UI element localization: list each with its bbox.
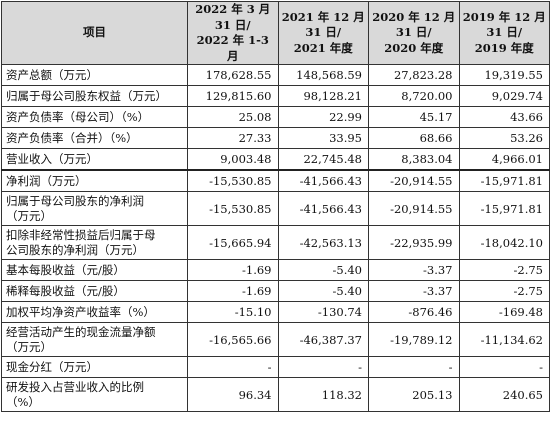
cell-value: 205.13: [368, 377, 460, 412]
cell-value: 9,003.48: [187, 148, 279, 171]
header-2021: 2021 年 12 月 31 日/ 2021 年度: [277, 1, 369, 65]
table-row: 资产总额（万元） 178,628.55 148,568.59 27,823.28…: [1, 64, 550, 86]
table-row: 资产负债率（合并）（%） 27.33 33.95 68.66 53.26: [1, 127, 550, 149]
row-label: 经营活动产生的现金流量净额 （万元）: [1, 322, 188, 357]
row-label: 基本每股收益（元/股）: [1, 259, 188, 281]
cell-value: -1.69: [187, 259, 279, 281]
cell-value: 9,029.74: [458, 85, 550, 107]
row-label: 资产总额（万元）: [1, 64, 188, 86]
row-label: 扣除非经常性损益后归属于母 公司股东的净利润（万元）: [1, 225, 188, 260]
row-label: 研发投入占营业收入的比例 （%）: [1, 377, 188, 412]
cell-value: -5.40: [277, 280, 369, 302]
header-2020: 2020 年 12 月 31 日/ 2020 年度: [368, 1, 460, 65]
cell-value: -15,971.81: [458, 191, 550, 226]
cell-value: 68.66: [368, 127, 460, 149]
row-label: 营业收入（万元）: [1, 148, 188, 171]
cell-value: 240.65: [458, 377, 550, 412]
cell-value: 148,568.59: [277, 64, 369, 86]
cell-value: -11,134.62: [458, 322, 550, 357]
cell-value: 98,128.21: [277, 85, 369, 107]
cell-value: 22.99: [277, 106, 369, 128]
cell-value: 25.08: [187, 106, 279, 128]
cell-value: -20,914.55: [368, 191, 460, 226]
cell-value: 129,815.60: [187, 85, 279, 107]
cell-value: -19,789.12: [368, 322, 460, 357]
cell-value: 53.26: [458, 127, 550, 149]
cell-value: -169.48: [458, 301, 550, 323]
cell-value: -15,665.94: [187, 225, 279, 260]
row-label: 资产负债率（母公司）（%）: [1, 106, 188, 128]
cell-value: 33.95: [277, 127, 369, 149]
row-label: 归属于母公司股东权益（万元）: [1, 85, 188, 107]
cell-value: -876.46: [368, 301, 460, 323]
cell-value: -: [277, 356, 369, 378]
cell-value: 8,383.04: [368, 148, 460, 171]
cell-value: 27,823.28: [368, 64, 460, 86]
table-row: 基本每股收益（元/股） -1.69 -5.40 -3.37 -2.75: [1, 259, 550, 281]
table-row: 净利润（万元） -15,530.85 -41,566.43 -20,914.55…: [1, 169, 550, 192]
row-label: 净利润（万元）: [1, 169, 188, 192]
table-row: 现金分红（万元） - - - -: [1, 356, 550, 378]
header-row: 项目 2022 年 3 月 31 日/ 2022 年 1-3 月 2021 年 …: [1, 1, 550, 65]
cell-value: -18,042.10: [458, 225, 550, 260]
cell-value: -3.37: [368, 280, 460, 302]
table-row: 归属于母公司股东权益（万元） 129,815.60 98,128.21 8,72…: [1, 85, 550, 107]
cell-value: -15.10: [187, 301, 279, 323]
cell-value: -41,566.43: [277, 169, 369, 192]
table-row: 经营活动产生的现金流量净额 （万元） -16,565.66 -46,387.37…: [1, 322, 550, 357]
row-label: 资产负债率（合并）（%）: [1, 127, 188, 149]
cell-value: 178,628.55: [187, 64, 279, 86]
cell-value: -16,565.66: [187, 322, 279, 357]
table-row: 归属于母公司股东的净利润 （万元） -15,530.85 -41,566.43 …: [1, 191, 550, 226]
header-2022q1: 2022 年 3 月 31 日/ 2022 年 1-3 月: [187, 1, 279, 65]
cell-value: -1.69: [187, 280, 279, 302]
financial-indicators-table: 项目 2022 年 3 月 31 日/ 2022 年 1-3 月 2021 年 …: [1, 1, 550, 412]
table-row: 扣除非经常性损益后归属于母 公司股东的净利润（万元） -15,665.94 -4…: [1, 225, 550, 260]
cell-value: -46,387.37: [277, 322, 369, 357]
cell-value: 8,720.00: [368, 85, 460, 107]
cell-value: 22,745.48: [277, 148, 369, 171]
cell-value: -2.75: [458, 259, 550, 281]
cell-value: 118.32: [277, 377, 369, 412]
cell-value: -130.74: [277, 301, 369, 323]
header-item: 项目: [1, 1, 188, 65]
cell-value: -5.40: [277, 259, 369, 281]
table-row: 资产负债率（母公司）（%） 25.08 22.99 45.17 43.66: [1, 106, 550, 128]
cell-value: -22,935.99: [368, 225, 460, 260]
cell-value: 27.33: [187, 127, 279, 149]
cell-value: -3.37: [368, 259, 460, 281]
cell-value: 96.34: [187, 377, 279, 412]
cell-value: 43.66: [458, 106, 550, 128]
cell-value: 45.17: [368, 106, 460, 128]
table-row: 营业收入（万元） 9,003.48 22,745.48 8,383.04 4,9…: [1, 148, 550, 171]
cell-value: -2.75: [458, 280, 550, 302]
cell-value: 19,319.55: [458, 64, 550, 86]
cell-value: -: [458, 356, 550, 378]
cell-value: -41,566.43: [277, 191, 369, 226]
cell-value: -: [187, 356, 279, 378]
row-label: 加权平均净资产收益率（%）: [1, 301, 188, 323]
cell-value: -15,530.85: [187, 169, 279, 192]
cell-value: 4,966.01: [458, 148, 550, 171]
header-2019: 2019 年 12 月 31 日/ 2019 年度: [458, 1, 550, 65]
table-row: 稀释每股收益（元/股） -1.69 -5.40 -3.37 -2.75: [1, 280, 550, 302]
row-label: 稀释每股收益（元/股）: [1, 280, 188, 302]
row-label: 现金分红（万元）: [1, 356, 188, 378]
cell-value: -15,971.81: [458, 169, 550, 192]
table-row: 研发投入占营业收入的比例 （%） 96.34 118.32 205.13 240…: [1, 377, 550, 412]
cell-value: -15,530.85: [187, 191, 279, 226]
cell-value: -42,563.13: [277, 225, 369, 260]
table-row: 加权平均净资产收益率（%） -15.10 -130.74 -876.46 -16…: [1, 301, 550, 323]
cell-value: -: [368, 356, 460, 378]
row-label: 归属于母公司股东的净利润 （万元）: [1, 191, 188, 226]
cell-value: -20,914.55: [368, 169, 460, 192]
